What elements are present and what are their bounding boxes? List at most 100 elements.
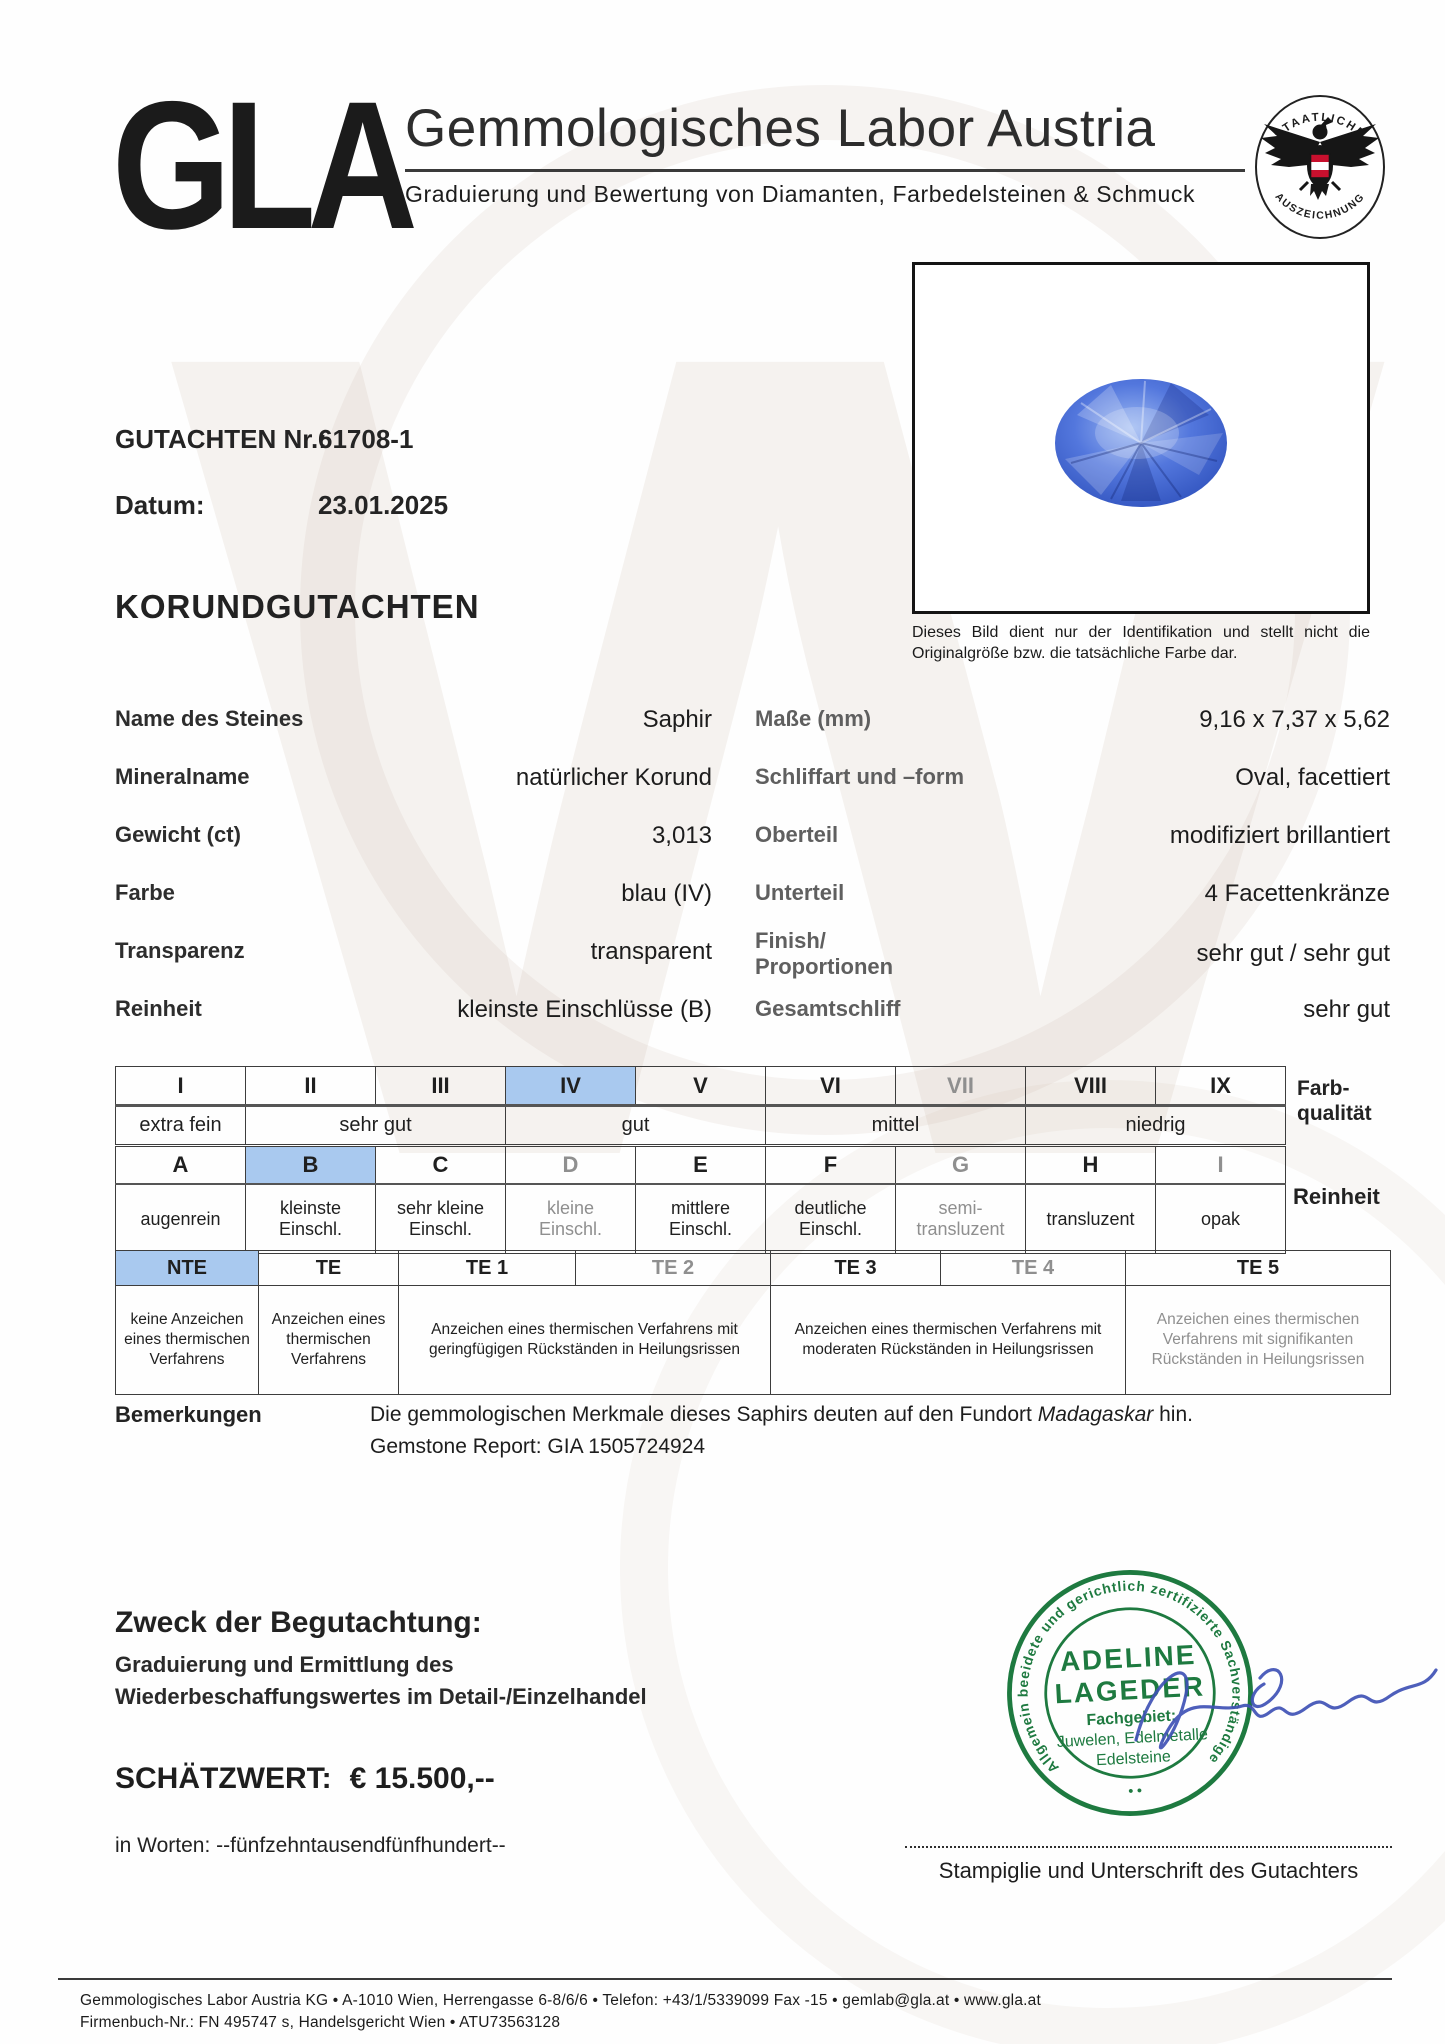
treatment-header-cell: TE 3 bbox=[770, 1250, 941, 1286]
state-award-emblem: STAATLICHE AUSZEICHNUNG bbox=[1255, 95, 1385, 239]
property-row: Name des Steines Saphir bbox=[115, 706, 712, 734]
property-value: kleinste Einschlüsse (B) bbox=[457, 996, 712, 1023]
purpose-line: Wiederbeschaffungswertes im Detail-/Einz… bbox=[115, 1684, 647, 1709]
clarity-desc-cell: sehr kleine Einschl. bbox=[375, 1183, 506, 1254]
property-label: Gewicht (ct) bbox=[115, 822, 241, 847]
clarity-desc-cell: kleinste Einschl. bbox=[245, 1183, 376, 1254]
report-number-label: GUTACHTEN Nr.: bbox=[115, 424, 327, 454]
lab-subtitle: Graduierung und Bewertung von Diamanten,… bbox=[405, 181, 1196, 207]
remarks-origin: Madagaskar bbox=[1037, 1403, 1154, 1426]
clarity-table: A B C D E F G H I augenrein kleinste Ein… bbox=[115, 1146, 1286, 1254]
property-row: Gewicht (ct) 3,013 bbox=[115, 822, 712, 850]
grade-group-cell: niedrig bbox=[1025, 1105, 1286, 1145]
property-label: Reinheit bbox=[115, 996, 202, 1021]
treatment-header-cell: TE 4 bbox=[940, 1250, 1126, 1286]
clarity-desc-cell: mittlere Einschl. bbox=[635, 1183, 766, 1254]
title-rule bbox=[405, 169, 1245, 172]
property-row: Schliffart und –form Oval, facettiert bbox=[755, 764, 1390, 792]
treatment-header-row: NTE TE TE 1 TE 2 TE 3 TE 4 TE 5 bbox=[115, 1250, 1391, 1286]
grade-cell: I bbox=[115, 1066, 246, 1107]
clarity-desc-cell: kleine Einschl. bbox=[505, 1183, 636, 1254]
grade-cell: G bbox=[895, 1146, 1026, 1185]
grade-cell: V bbox=[635, 1066, 766, 1107]
grade-cell: I bbox=[1155, 1146, 1286, 1185]
property-value: transparent bbox=[590, 938, 712, 965]
svg-text:• •: • • bbox=[1128, 1782, 1143, 1799]
grade-cell: IX bbox=[1155, 1066, 1286, 1107]
grade-cell: VI bbox=[765, 1066, 896, 1107]
signature bbox=[1134, 1668, 1438, 1750]
grade-cell: III bbox=[375, 1066, 506, 1107]
purpose-line: Graduierung und Ermittlung des bbox=[115, 1652, 454, 1677]
clarity-desc-row: augenrein kleinste Einschl. sehr kleine … bbox=[115, 1183, 1286, 1254]
header-block: Gemmologisches Labor Austria Graduierung… bbox=[405, 98, 1250, 208]
valuation: SCHÄTZWERT: € 15.500,-- bbox=[115, 1762, 495, 1796]
clarity-desc-cell: semi- transluzent bbox=[895, 1183, 1026, 1254]
signature-stroke bbox=[1134, 1668, 1438, 1750]
valuation-amount: € 15.500,-- bbox=[349, 1762, 495, 1795]
property-row: Gesamtschliff sehr gut bbox=[755, 996, 1390, 1024]
property-value: Oval, facettiert bbox=[1235, 764, 1390, 791]
grade-cell: D bbox=[505, 1146, 636, 1185]
treatment-desc-cell: Anzeichen eines thermischen Verfahrens bbox=[258, 1285, 399, 1395]
expert-stamp: Allgemein beeidete und gerichtlich zerti… bbox=[1007, 1570, 1253, 1816]
lab-title: Gemmologisches Labor Austria bbox=[405, 99, 1156, 158]
remarks-text-after: hin. bbox=[1153, 1403, 1193, 1426]
treatment-desc-cell: Anzeichen eines thermischen Verfahrens m… bbox=[1125, 1285, 1391, 1395]
treatment-desc-cell: Anzeichen eines thermischen Verfahrens m… bbox=[770, 1285, 1126, 1395]
clarity-axis-label: Reinheit bbox=[1293, 1184, 1380, 1209]
property-label: Gesamtschliff bbox=[755, 996, 901, 1021]
purpose-heading: Zweck der Begutachtung: bbox=[115, 1606, 482, 1639]
stamp-subject-label: Fachgebiet: bbox=[1086, 1707, 1177, 1729]
clarity-desc-cell: transluzent bbox=[1025, 1183, 1156, 1254]
property-value: blau (IV) bbox=[621, 880, 712, 907]
grade-group-cell: sehr gut bbox=[245, 1105, 506, 1145]
grade-cell: F bbox=[765, 1146, 896, 1185]
grade-group-cell: extra fein bbox=[115, 1105, 246, 1145]
valuation-label: SCHÄTZWERT: bbox=[115, 1762, 332, 1795]
grade-cell: C bbox=[375, 1146, 506, 1185]
signature-stroke bbox=[1250, 1668, 1284, 1709]
property-row: Farbe blau (IV) bbox=[115, 880, 712, 908]
footer-rule bbox=[58, 1978, 1392, 1980]
treatment-header-cell: TE 5 bbox=[1125, 1250, 1391, 1286]
treatment-table: NTE TE TE 1 TE 2 TE 3 TE 4 TE 5 keine An… bbox=[115, 1250, 1391, 1395]
property-row: Transparenz transparent bbox=[115, 938, 712, 966]
grade-cell: B bbox=[245, 1146, 376, 1185]
remarks-text-before: Die gemmologischen Merkmale dieses Saphi… bbox=[370, 1403, 1038, 1426]
color-grade-table: I II III IV V VI VII VIII IX extra fein … bbox=[115, 1066, 1286, 1145]
grade-cell: H bbox=[1025, 1146, 1156, 1185]
grade-cell: II bbox=[245, 1066, 376, 1107]
property-value: sehr gut bbox=[1303, 996, 1390, 1023]
property-value: 4 Facettenkränze bbox=[1204, 880, 1390, 907]
treatment-desc-cell: Anzeichen eines thermischen Verfahrens m… bbox=[398, 1285, 771, 1395]
property-row: Finish/ Proportionen sehr gut / sehr gut bbox=[755, 928, 1390, 980]
property-value: Saphir bbox=[642, 706, 712, 733]
clarity-desc-cell: deutliche Einschl. bbox=[765, 1183, 896, 1254]
remarks-line1: Die gemmologischen Merkmale dieses Saphi… bbox=[370, 1399, 1260, 1431]
treatment-desc-row: keine Anzeichen eines thermischen Verfah… bbox=[115, 1285, 1391, 1395]
photo-caption: Dieses Bild dient nur der Identifikation… bbox=[912, 624, 1370, 663]
grade-cell: VII bbox=[895, 1066, 1026, 1107]
property-label: Oberteil bbox=[755, 822, 839, 847]
property-label: Name des Steines bbox=[115, 706, 304, 731]
gla-logo: GLA bbox=[112, 63, 418, 267]
property-label: Schliffart und –form bbox=[755, 764, 965, 789]
property-row: Oberteil modifiziert brillantiert bbox=[755, 822, 1390, 850]
property-label: Unterteil bbox=[755, 880, 845, 905]
treatment-header-cell: NTE bbox=[115, 1250, 259, 1286]
remarks-text: Die gemmologischen Merkmale dieses Saphi… bbox=[370, 1399, 1260, 1462]
report-date-value: 23.01.2025 bbox=[318, 490, 449, 520]
remarks-line2: Gemstone Report: GIA 1505724924 bbox=[370, 1434, 706, 1458]
color-table-axis-label: Farb- qualität bbox=[1297, 1077, 1372, 1126]
signature-caption: Stampiglie und Unterschrift des Gutachte… bbox=[938, 1858, 1359, 1883]
grade-cell: E bbox=[635, 1146, 766, 1185]
signature-line bbox=[905, 1846, 1392, 1848]
grade-group-row: extra fein sehr gut gut mittel niedrig bbox=[115, 1105, 1286, 1145]
property-row: Maße (mm) 9,16 x 7,37 x 5,62 bbox=[755, 706, 1390, 734]
grade-group-cell: gut bbox=[505, 1105, 766, 1145]
grade-cell: A bbox=[115, 1146, 246, 1185]
grade-cell: IV bbox=[505, 1066, 636, 1107]
property-value: 3,013 bbox=[651, 822, 712, 849]
